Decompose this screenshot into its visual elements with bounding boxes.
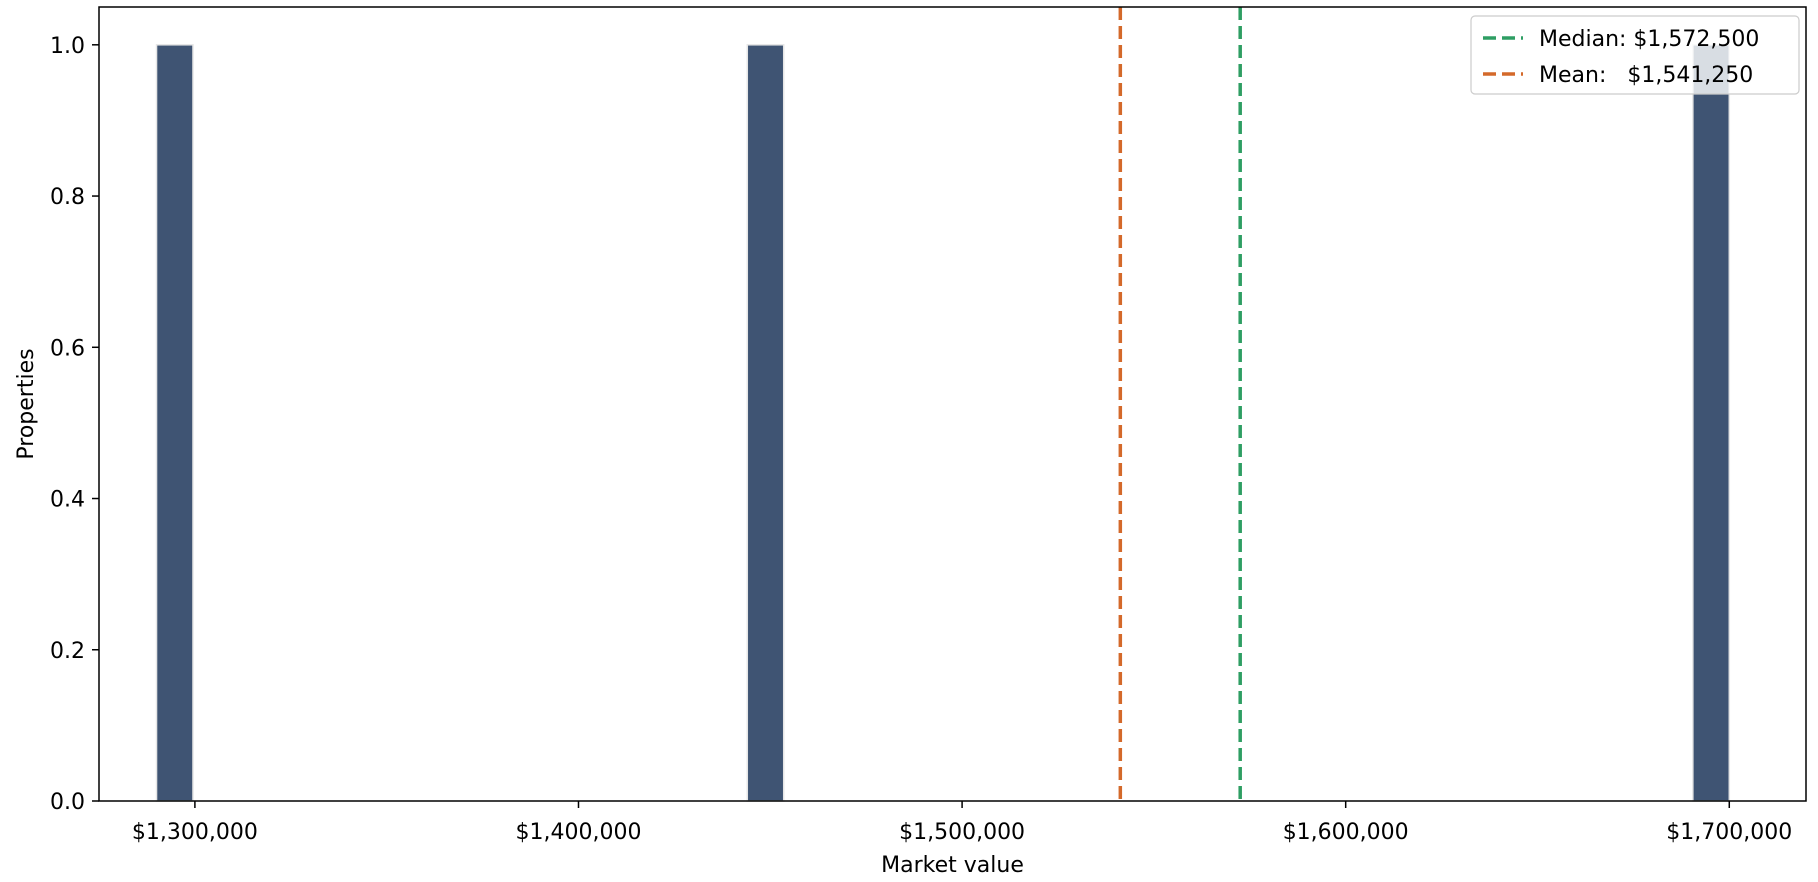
legend-label-median: Median: $1,572,500 [1539, 27, 1759, 52]
x-tick-label: $1,600,000 [1283, 820, 1409, 845]
legend: Median: $1,572,500 Mean: $1,541,250 [1470, 15, 1800, 95]
reference-lines [1118, 7, 1242, 801]
y-axis-ticks: 0.0 0.2 0.4 0.6 0.8 1.0 [50, 34, 99, 815]
y-tick-label: 0.8 [50, 185, 85, 210]
histogram-bar [155, 44, 194, 802]
y-tick-label: 0.0 [50, 790, 85, 815]
y-tick-label: 0.6 [50, 336, 85, 361]
legend-box [1470, 15, 1800, 95]
y-axis-label: Properties [14, 348, 39, 459]
y-tick-label: 0.2 [50, 639, 85, 664]
legend-items: Median: $1,572,500 Mean: $1,541,250 [1483, 27, 1759, 88]
y-tick-label: 1.0 [50, 34, 85, 59]
y-tick-label: 0.4 [50, 488, 85, 513]
x-axis-ticks: $1,300,000 $1,400,000 $1,500,000 $1,600,000… [132, 801, 1792, 845]
x-tick-label: $1,500,000 [899, 820, 1025, 845]
plot-frame [98, 6, 1807, 802]
histogram-bar [746, 44, 785, 802]
legend-label-mean: Mean: $1,541,250 [1539, 63, 1753, 88]
bars [155, 44, 1731, 802]
x-tick-label: $1,700,000 [1666, 820, 1792, 845]
histogram-bar [1692, 44, 1731, 802]
x-tick-label: $1,400,000 [516, 820, 642, 845]
x-tick-label: $1,300,000 [132, 820, 258, 845]
x-axis-label: Market value [881, 853, 1024, 878]
